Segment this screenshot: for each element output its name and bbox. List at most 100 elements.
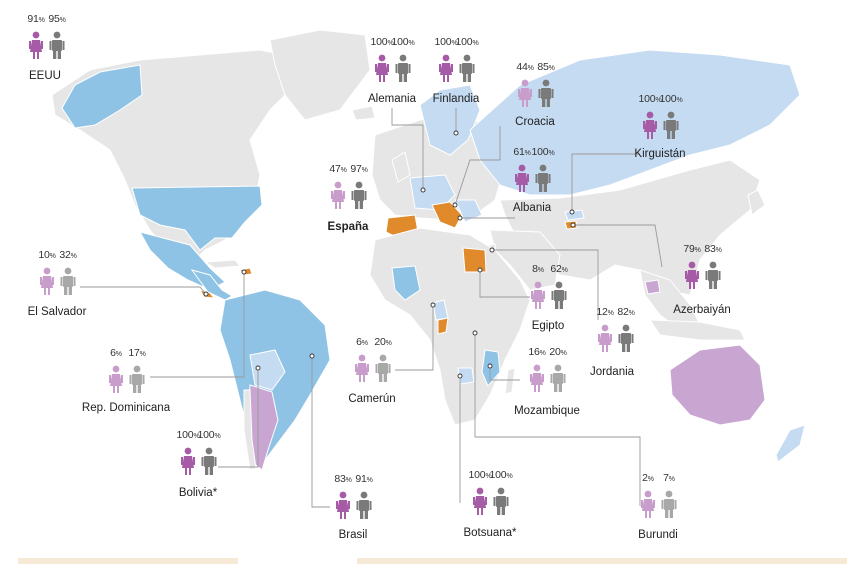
man-figure-icon (356, 491, 372, 519)
percent-unit: % (527, 65, 534, 72)
percent-unit: % (361, 340, 368, 347)
country-name-albania: Albania (512, 202, 552, 214)
woman-figure-icon (355, 354, 369, 382)
women-value: 79 (683, 243, 695, 255)
women-percent-croacia: 44% (505, 62, 545, 74)
women-value: 2 (642, 472, 648, 484)
figure-pair-jordania (598, 324, 634, 352)
percent-unit: % (524, 150, 531, 157)
women-value: 100 (468, 469, 486, 481)
percent-unit: % (214, 433, 221, 440)
man-figure-icon (395, 54, 411, 82)
leader-line-burundi (474, 333, 641, 506)
women-value: 100 (434, 36, 452, 48)
leader-line-egipto (479, 270, 530, 298)
country-name-camerun: Camerún (348, 393, 396, 405)
location-marker (569, 209, 575, 215)
percent-unit: % (361, 167, 368, 174)
figure-pair-brasil (336, 491, 372, 519)
men-percent-mozambique: 20% (538, 347, 578, 359)
man-figure-icon (351, 181, 367, 209)
man-figure-icon (375, 354, 391, 382)
location-marker (203, 291, 209, 297)
location-marker (472, 330, 478, 336)
location-marker (477, 267, 483, 273)
men-value: 20 (549, 346, 561, 358)
women-percent-rep-dominicana: 6% (96, 348, 136, 360)
percent-unit: % (366, 477, 373, 484)
women-percent-kirguistan: 100% (630, 94, 670, 106)
country-name-finlandia: Finlandia (432, 93, 480, 105)
figure-pair-azerbaiyan (685, 261, 721, 289)
percent-unit: % (485, 473, 492, 480)
men-percent-finlandia: 100% (447, 37, 487, 49)
woman-figure-icon (181, 447, 195, 475)
women-percent-espana: 47% (318, 164, 358, 176)
men-percent-espana: 97% (339, 164, 379, 176)
men-value: 95 (48, 13, 60, 25)
woman-figure-icon (109, 365, 123, 393)
women-value: 16 (528, 346, 540, 358)
women-percent-eeuu: 91% (16, 14, 56, 26)
man-figure-icon (618, 324, 634, 352)
woman-figure-icon (598, 324, 612, 352)
figure-pair-alemania (375, 54, 411, 82)
men-percent-el-salvador: 32% (48, 250, 88, 262)
percent-unit: % (340, 167, 347, 174)
woman-figure-icon (375, 54, 389, 82)
men-value: 100 (659, 93, 677, 105)
country-name-rep-dominicana: Rep. Dominicana (81, 402, 171, 414)
land-australia (669, 344, 766, 426)
men-percent-azerbaiyan: 83% (693, 244, 733, 256)
percent-unit: % (387, 40, 394, 47)
leader-line-el-salvador (80, 286, 207, 295)
men-value: 100 (391, 36, 409, 48)
men-value: 100 (489, 469, 507, 481)
woman-figure-icon (641, 490, 655, 518)
woman-figure-icon (643, 111, 657, 139)
men-percent-kirguistan: 100% (651, 94, 691, 106)
location-marker (309, 353, 315, 359)
men-percent-burundi: 7% (649, 473, 689, 485)
man-figure-icon (493, 487, 509, 515)
location-marker (255, 365, 261, 371)
woman-figure-icon (530, 364, 544, 392)
percent-unit: % (628, 310, 635, 317)
men-value: 17 (128, 347, 140, 359)
figure-pair-rep-dominicana (109, 365, 145, 393)
percent-unit: % (70, 253, 77, 260)
country-name-bolivia: Bolivia* (178, 487, 218, 499)
figure-pair-el-salvador (40, 267, 76, 295)
women-value: 12 (596, 306, 608, 318)
leader-line-jordania (492, 249, 599, 320)
percent-unit: % (38, 17, 45, 24)
leader-line-croacia (454, 126, 501, 206)
men-value: 32 (59, 249, 71, 261)
percent-unit: % (506, 473, 513, 480)
woman-figure-icon (685, 261, 699, 289)
leader-line-mozambique (489, 366, 520, 381)
land-new-zealand (775, 424, 806, 463)
men-value: 85 (537, 61, 549, 73)
percent-unit: % (537, 267, 544, 274)
woman-figure-icon (40, 267, 54, 295)
location-marker (570, 222, 576, 228)
women-percent-bolivia: 100% (168, 430, 208, 442)
men-percent-croacia: 85% (526, 62, 566, 74)
percent-unit: % (561, 267, 568, 274)
men-percent-brasil: 91% (344, 474, 384, 486)
man-figure-icon (459, 54, 475, 82)
women-percent-albania: 61% (502, 147, 542, 159)
location-marker (457, 373, 463, 379)
men-value: 82 (617, 306, 629, 318)
women-value: 44 (516, 61, 528, 73)
leader-line-rep-dominicana (150, 272, 245, 378)
man-figure-icon (535, 164, 551, 192)
woman-figure-icon (515, 164, 529, 192)
leader-line-kirguistan (571, 153, 640, 212)
leader-line-bolivia (218, 368, 259, 468)
footer-bar-left (18, 558, 238, 564)
country-name-alemania: Alemania (368, 93, 416, 105)
woman-figure-icon (518, 79, 532, 107)
